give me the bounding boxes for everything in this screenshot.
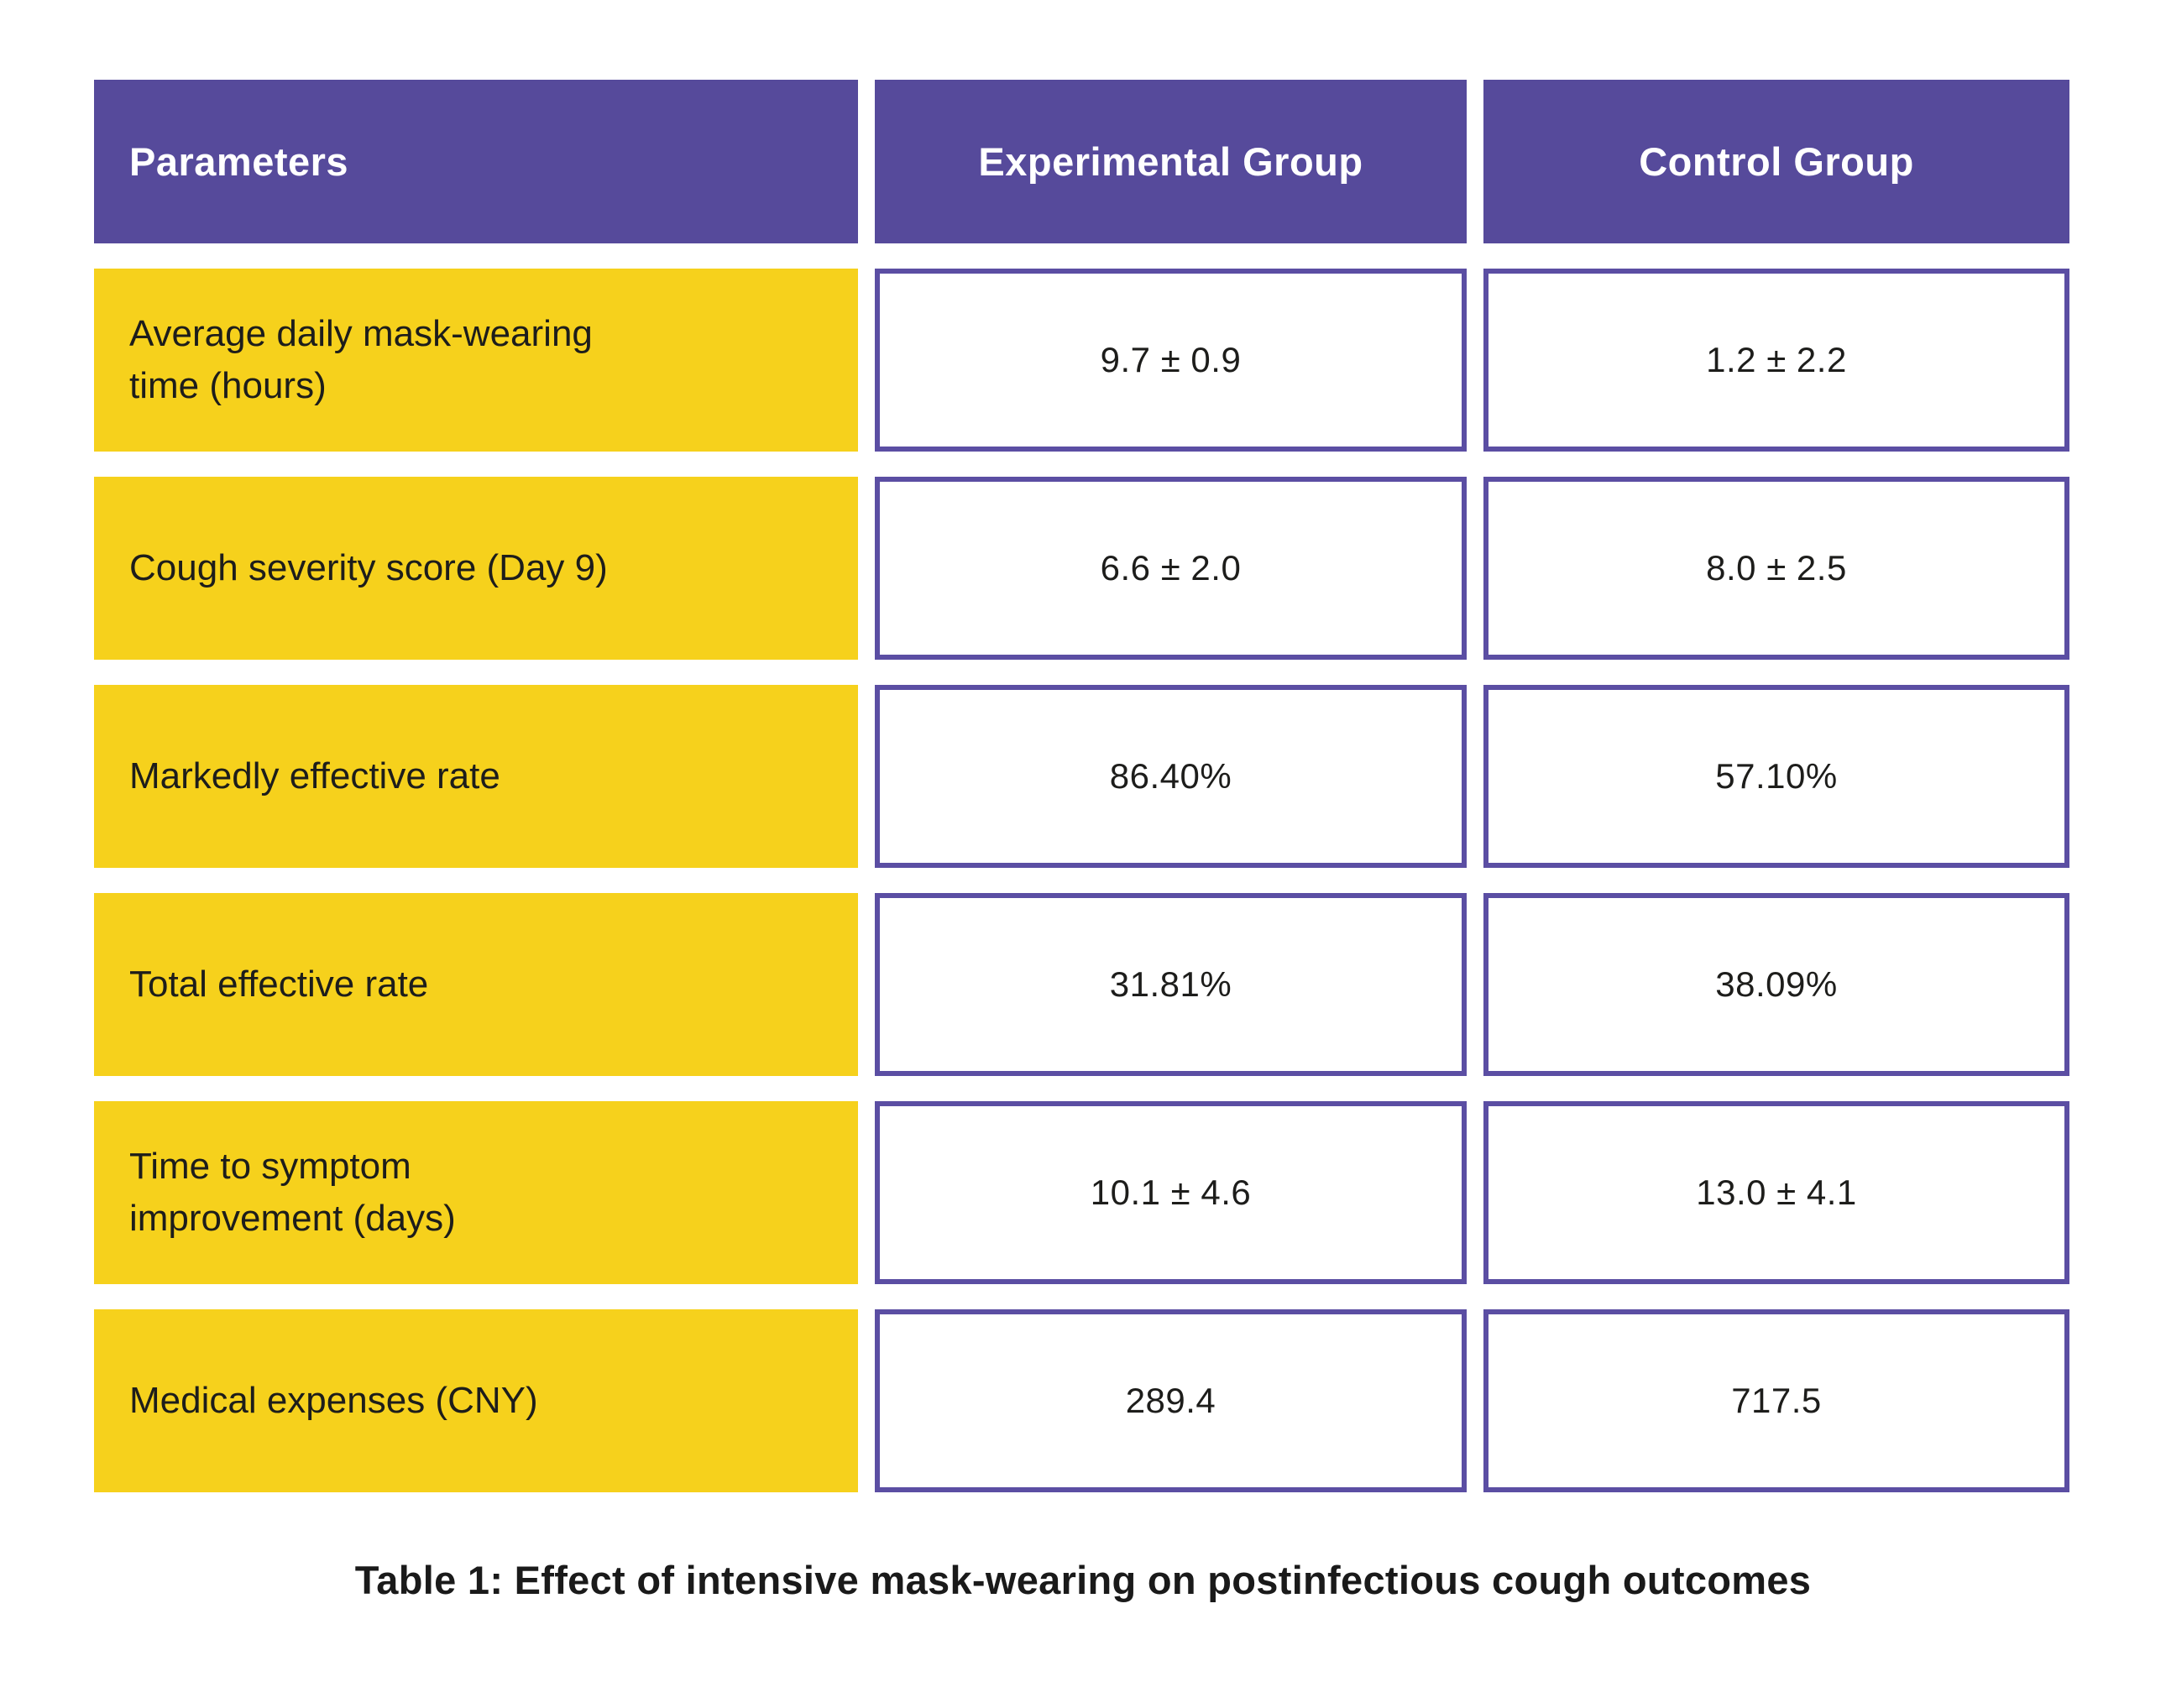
control-value: 8.0 ± 2.5 <box>1706 548 1847 588</box>
parameter-cell: Total effective rate <box>94 893 858 1076</box>
parameter-cell: Medical expenses (CNY) <box>94 1309 858 1492</box>
experimental-value-cell: 9.7 ± 0.9 <box>875 269 1467 452</box>
column-header-control-group: Control Group <box>1483 80 2069 243</box>
control-value: 38.09% <box>1715 964 1838 1004</box>
control-value-cell: 717.5 <box>1483 1309 2069 1492</box>
control-value: 57.10% <box>1715 756 1838 796</box>
parameter-cell: Markedly effective rate <box>94 685 858 868</box>
control-value-cell: 13.0 ± 4.1 <box>1483 1101 2069 1284</box>
experimental-value-cell: 10.1 ± 4.6 <box>875 1101 1467 1284</box>
experimental-value: 6.6 ± 2.0 <box>1100 548 1242 588</box>
parameter-label: Medical expenses (CNY) <box>129 1379 538 1421</box>
control-value: 1.2 ± 2.2 <box>1706 340 1847 379</box>
control-value-cell: 57.10% <box>1483 685 2069 868</box>
experimental-value-cell: 6.6 ± 2.0 <box>875 477 1467 660</box>
parameter-label: Markedly effective rate <box>129 755 500 797</box>
experimental-value: 289.4 <box>1125 1381 1216 1420</box>
parameter-cell: Average daily mask-wearing time (hours) <box>94 269 858 452</box>
control-value: 13.0 ± 4.1 <box>1696 1173 1857 1212</box>
table-caption: Table 1: Effect of intensive mask-wearin… <box>354 1558 1812 1602</box>
experimental-value-cell: 31.81% <box>875 893 1467 1076</box>
parameter-cell: Cough severity score (Day 9) <box>94 477 858 660</box>
control-value-cell: 38.09% <box>1483 893 2069 1076</box>
column-header-parameters: Parameters <box>94 80 858 243</box>
experimental-value: 31.81% <box>1109 964 1232 1004</box>
control-value-cell: 8.0 ± 2.5 <box>1483 477 2069 660</box>
experimental-value: 10.1 ± 4.6 <box>1090 1173 1252 1212</box>
parameter-label: Total effective rate <box>129 963 429 1005</box>
experimental-value-cell: 86.40% <box>875 685 1467 868</box>
parameter-label: Average daily mask-wearing time (hours) <box>129 312 593 406</box>
control-value: 717.5 <box>1731 1381 1822 1420</box>
experimental-value: 9.7 ± 0.9 <box>1100 340 1242 379</box>
column-header-experimental-group: Experimental Group <box>875 80 1467 243</box>
parameter-label: Time to symptom improvement (days) <box>129 1145 456 1239</box>
parameter-label: Cough severity score (Day 9) <box>129 546 608 588</box>
table-grid: Parameters Experimental Group Control Gr… <box>94 80 2069 1492</box>
experimental-value-cell: 289.4 <box>875 1309 1467 1492</box>
outcomes-table: Parameters Experimental Group Control Gr… <box>94 80 2069 1492</box>
control-value-cell: 1.2 ± 2.2 <box>1483 269 2069 452</box>
experimental-value: 86.40% <box>1109 756 1232 796</box>
parameter-cell: Time to symptom improvement (days) <box>94 1101 858 1284</box>
